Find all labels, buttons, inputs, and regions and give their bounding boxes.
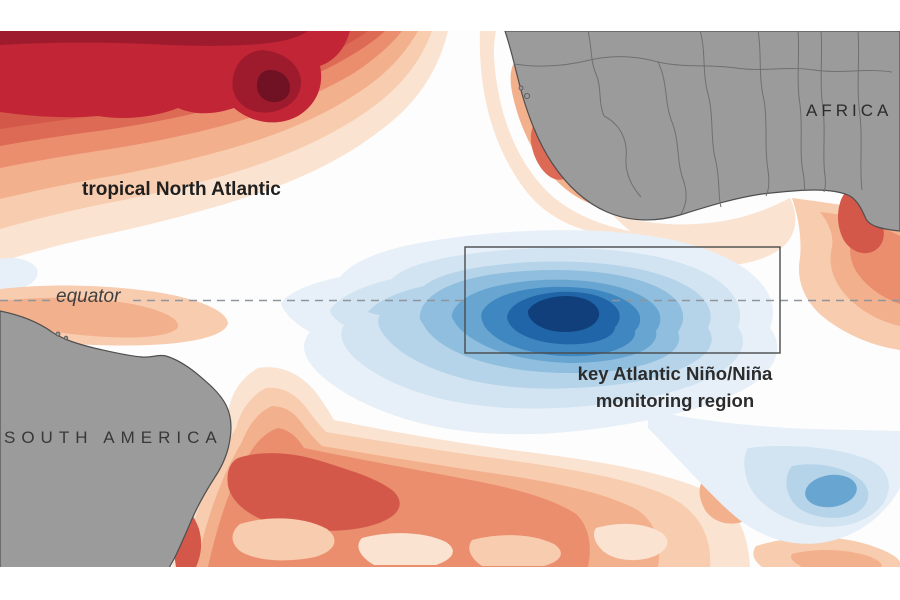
africa-coastal-island [524,93,530,99]
south-america-coastal-island [55,331,61,337]
monitoring-region-box [464,246,781,354]
label-equator: equator [56,286,121,307]
africa-country-borders [513,31,893,215]
country-border [657,61,893,73]
country-border [757,31,770,197]
south-america-landmass [0,310,232,567]
africa-coastal-island [518,85,524,91]
cool-blob-se-core [805,474,857,508]
cool-core [528,295,600,332]
label-monitoring-region-line2: monitoring region [595,389,755,411]
warm-wave-1 [232,518,335,561]
warm-core-gulf [837,192,884,254]
country-border [603,115,642,198]
label-south-america: SOUTH AMERICA [4,428,223,447]
country-border [513,56,659,67]
south-america-coastal-island [63,335,69,341]
label-africa: AFRICA [806,101,893,120]
warm-core-na-inner [256,70,290,103]
label-monitoring-region-line1: key Atlantic Niño/Niña [577,363,773,384]
warm-wave-4 [594,523,668,561]
warm-coastal-band-outer [479,31,662,238]
label-monitoring-region: key Atlantic Niño/Niña monitoring region [515,361,835,415]
cool-patch-west [0,258,38,291]
country-border [820,31,826,193]
country-border [657,61,687,215]
warm-corner-band-2 [791,550,882,567]
warm-core-south [227,453,400,531]
country-border [857,31,863,191]
africa-landmass [504,31,900,232]
label-tropical-north-atlantic: tropical North Atlantic [82,179,281,200]
country-border [797,31,806,192]
warm-wave-2 [358,533,453,565]
country-border [587,31,605,117]
warm-contour-na-8 [0,31,308,46]
country-border [699,31,722,208]
warm-wave-3 [469,535,561,566]
